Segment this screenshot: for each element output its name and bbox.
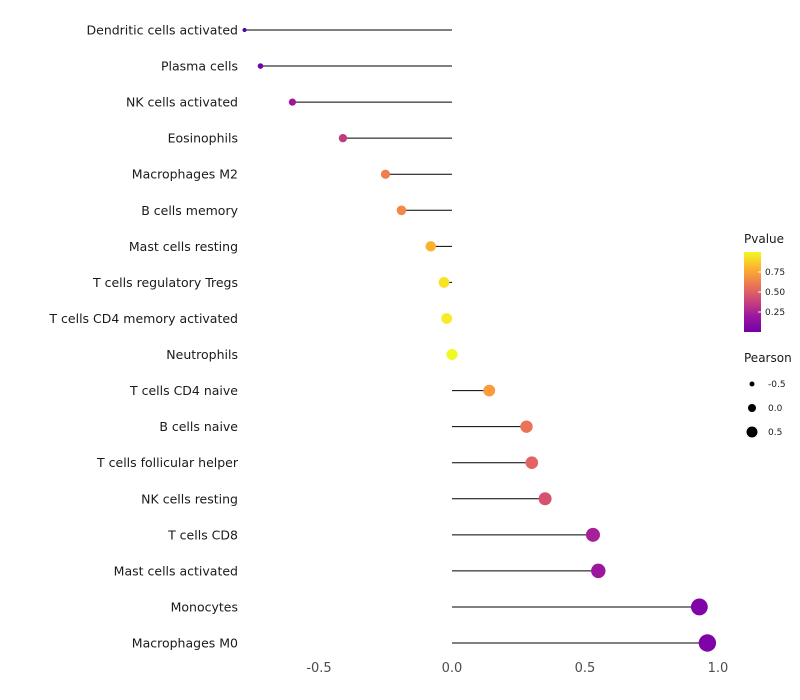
lollipop-dot bbox=[288, 98, 296, 106]
lollipop-dot bbox=[425, 241, 436, 252]
category-label: B cells naive bbox=[159, 419, 238, 434]
category-label: Mast cells resting bbox=[129, 239, 238, 254]
pearson-size-label: 0.5 bbox=[768, 428, 782, 438]
category-label: T cells regulatory Tregs bbox=[92, 275, 238, 290]
category-label: T cells CD4 memory activated bbox=[48, 311, 238, 326]
category-label: T cells follicular helper bbox=[96, 455, 239, 470]
pvalue-tick-label: 0.25 bbox=[765, 308, 785, 318]
lollipop-dot bbox=[338, 133, 348, 143]
category-label: T cells CD4 naive bbox=[129, 383, 238, 398]
category-label: Monocytes bbox=[171, 599, 238, 614]
lollipop-dot bbox=[438, 277, 450, 288]
x-tick-label: 0.0 bbox=[442, 661, 463, 676]
lollipop-dot bbox=[525, 456, 539, 470]
category-label: T cells CD8 bbox=[167, 527, 238, 542]
category-label: Dendritic cells activated bbox=[87, 23, 239, 38]
x-tick-label: 0.5 bbox=[575, 661, 596, 676]
category-label: Macrophages M0 bbox=[132, 636, 238, 651]
pearson-size-label: -0.5 bbox=[768, 380, 786, 390]
lollipop-dot bbox=[441, 313, 453, 324]
category-label: NK cells activated bbox=[126, 95, 238, 110]
x-tick-label: 1.0 bbox=[708, 661, 729, 676]
lollipop-dot bbox=[591, 563, 606, 579]
lollipop-dot bbox=[585, 527, 600, 542]
lollipop-dot bbox=[446, 349, 458, 361]
lollipop-dot bbox=[483, 384, 496, 397]
pearson-size-dot bbox=[748, 404, 756, 412]
category-label: Eosinophils bbox=[168, 131, 238, 146]
pvalue-colorbar bbox=[744, 252, 761, 332]
legend-pvalue-title: Pvalue bbox=[744, 232, 784, 246]
legend-pearson-title: Pearson bbox=[744, 351, 792, 365]
category-label: Macrophages M2 bbox=[132, 167, 238, 182]
lollipop-dot bbox=[242, 28, 247, 32]
category-label: Plasma cells bbox=[161, 59, 238, 74]
pearson-size-label: 0.0 bbox=[768, 404, 783, 414]
lollipop-dot bbox=[698, 634, 717, 652]
category-label: Neutrophils bbox=[166, 347, 238, 362]
category-label: B cells memory bbox=[141, 203, 238, 218]
pvalue-tick-label: 0.75 bbox=[765, 268, 785, 278]
lollipop-dot bbox=[396, 205, 407, 216]
pearson-size-dot bbox=[749, 381, 755, 387]
lollipop-dot bbox=[380, 169, 391, 179]
category-label: NK cells resting bbox=[141, 491, 238, 506]
lollipop-dot bbox=[690, 598, 708, 616]
lollipop-dot bbox=[538, 492, 552, 506]
pearson-size-dot bbox=[746, 426, 758, 438]
pvalue-tick-label: 0.50 bbox=[765, 288, 785, 298]
x-tick-label: -0.5 bbox=[306, 661, 331, 676]
category-label: Mast cells activated bbox=[114, 563, 238, 578]
lollipop-dot bbox=[257, 63, 264, 69]
lollipop-dot bbox=[520, 420, 533, 433]
